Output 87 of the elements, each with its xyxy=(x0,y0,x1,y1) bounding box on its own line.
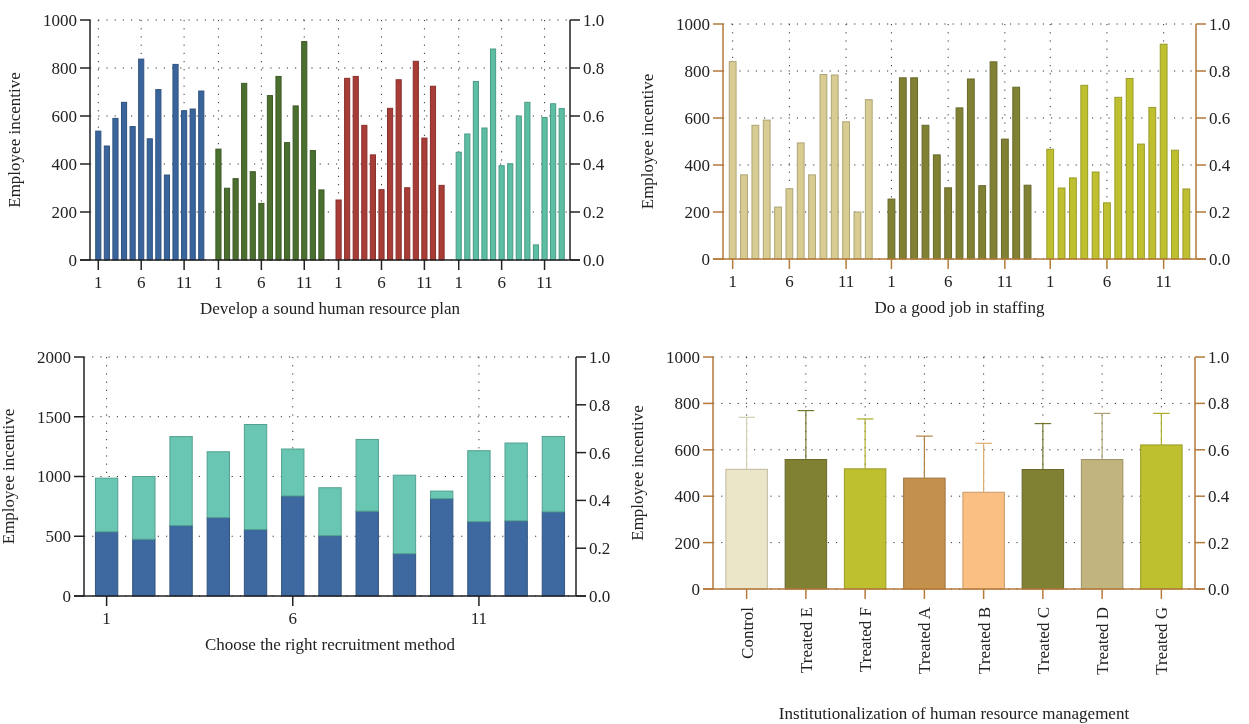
x-tick-label: 11 xyxy=(1155,272,1172,291)
y-tick-label: 600 xyxy=(674,440,700,460)
y-axis-title: Employee incentive xyxy=(0,408,18,545)
y-tick-label: 400 xyxy=(684,155,710,175)
y2-tick-label: 0.0 xyxy=(1209,249,1231,269)
y-tick-label: 800 xyxy=(684,61,710,81)
x-tick-label: Treated G xyxy=(1152,607,1172,675)
x-tick-label: 6 xyxy=(257,273,266,292)
x-tick-label: 11 xyxy=(416,273,433,292)
x-tick-label: Treated D xyxy=(1093,607,1113,675)
y2-tick-label: 0.2 xyxy=(583,202,605,222)
y-tick-label: 200 xyxy=(674,533,700,553)
y2-tick-label: 0.0 xyxy=(583,250,605,270)
y-tick-label: 2000 xyxy=(37,347,71,367)
y-tick-label: 600 xyxy=(684,108,710,128)
x-tick-label: 6 xyxy=(785,272,794,291)
y-tick-label: 600 xyxy=(51,106,77,126)
y-tick-label: 0 xyxy=(701,249,710,269)
x-tick-label: 11 xyxy=(470,609,488,628)
y-tick-label: 0 xyxy=(68,250,77,270)
x-tick-label: 11 xyxy=(536,273,553,292)
x-tick-label: Treated B xyxy=(974,607,994,674)
x-tick-label: 11 xyxy=(175,273,193,292)
y-tick-label: 0 xyxy=(691,579,700,599)
x-tick-label: 6 xyxy=(377,273,386,292)
y2-tick-label: 0.2 xyxy=(1208,533,1230,553)
y2-tick-label: 0.4 xyxy=(1209,155,1231,175)
y2-tick-label: 0.2 xyxy=(1209,202,1231,222)
x-tick-label: 1 xyxy=(1045,272,1055,291)
y-tick-label: 400 xyxy=(51,154,77,174)
x-tick-label: Treated E xyxy=(796,607,816,673)
y-axis-title: Employee incentive xyxy=(5,72,24,208)
x-tick-label: 6 xyxy=(943,272,953,291)
x-tick-label: 11 xyxy=(296,273,313,292)
y-tick-label: 0 xyxy=(62,586,71,606)
y-tick-label: 1000 xyxy=(43,10,77,30)
y-tick-label: 200 xyxy=(684,202,710,222)
y2-tick-label: 0.4 xyxy=(583,154,605,174)
y-tick-label: 1000 xyxy=(666,347,700,367)
y-tick-label: 500 xyxy=(45,527,71,547)
y2-tick-label: 0.0 xyxy=(1208,579,1230,599)
x-axis-title: Do a good job in staffing xyxy=(874,298,1046,317)
x-axis-title: Choose the right recruitment method xyxy=(204,635,456,654)
y2-tick-label: 0.2 xyxy=(589,539,611,559)
x-tick-label: 6 xyxy=(136,273,146,292)
y2-tick-label: 0.6 xyxy=(1209,108,1231,128)
y2-tick-label: 1.0 xyxy=(1209,14,1231,34)
y2-tick-label: 0.8 xyxy=(1209,61,1231,81)
x-tick-label: 1 xyxy=(887,272,896,291)
x-tick-label: 1 xyxy=(334,273,343,292)
x-tick-label: Control xyxy=(737,606,757,659)
y2-tick-label: 0.6 xyxy=(1208,440,1230,460)
y2-tick-label: 0.8 xyxy=(583,58,605,78)
y2-tick-label: 0.4 xyxy=(1208,487,1230,507)
y2-tick-label: 0.0 xyxy=(589,586,611,606)
y-tick-label: 400 xyxy=(674,487,700,507)
x-axis-title: Develop a sound human resource plan xyxy=(199,299,461,318)
x-tick-label: 11 xyxy=(996,272,1014,291)
y2-tick-label: 0.6 xyxy=(583,106,605,126)
y-tick-label: 1500 xyxy=(37,407,71,427)
x-tick-label: 1 xyxy=(728,272,737,291)
y2-tick-label: 0.8 xyxy=(589,395,611,415)
x-tick-label: Treated F xyxy=(856,607,876,673)
y-axis-title: Employee incentive xyxy=(638,73,657,210)
y2-tick-label: 0.8 xyxy=(1208,394,1230,414)
x-tick-label: 1 xyxy=(454,273,463,292)
x-tick-label: 6 xyxy=(1102,272,1112,291)
x-tick-label: Treated C xyxy=(1033,607,1053,674)
y-tick-label: 200 xyxy=(51,202,77,222)
x-tick-label: 1 xyxy=(94,273,103,292)
x-tick-label: Treated A xyxy=(915,606,935,674)
y2-tick-label: 1.0 xyxy=(583,10,605,30)
y-tick-label: 1000 xyxy=(37,467,71,487)
y2-tick-label: 0.6 xyxy=(589,443,611,463)
y-tick-label: 800 xyxy=(674,394,700,414)
y2-tick-label: 1.0 xyxy=(589,347,611,367)
y2-tick-label: 0.4 xyxy=(589,491,611,511)
y-tick-label: 800 xyxy=(51,58,77,78)
x-tick-label: 1 xyxy=(102,609,111,628)
x-tick-label: 11 xyxy=(837,272,855,291)
x-tick-label: 6 xyxy=(497,273,506,292)
y-axis-title: Employee incentive xyxy=(628,405,647,541)
x-tick-label: 1 xyxy=(214,273,223,292)
y2-tick-label: 1.0 xyxy=(1208,347,1230,367)
x-axis-title: Institutionalization of human resource management xyxy=(778,704,1130,723)
y-tick-label: 1000 xyxy=(676,14,710,34)
x-tick-label: 6 xyxy=(288,609,298,628)
